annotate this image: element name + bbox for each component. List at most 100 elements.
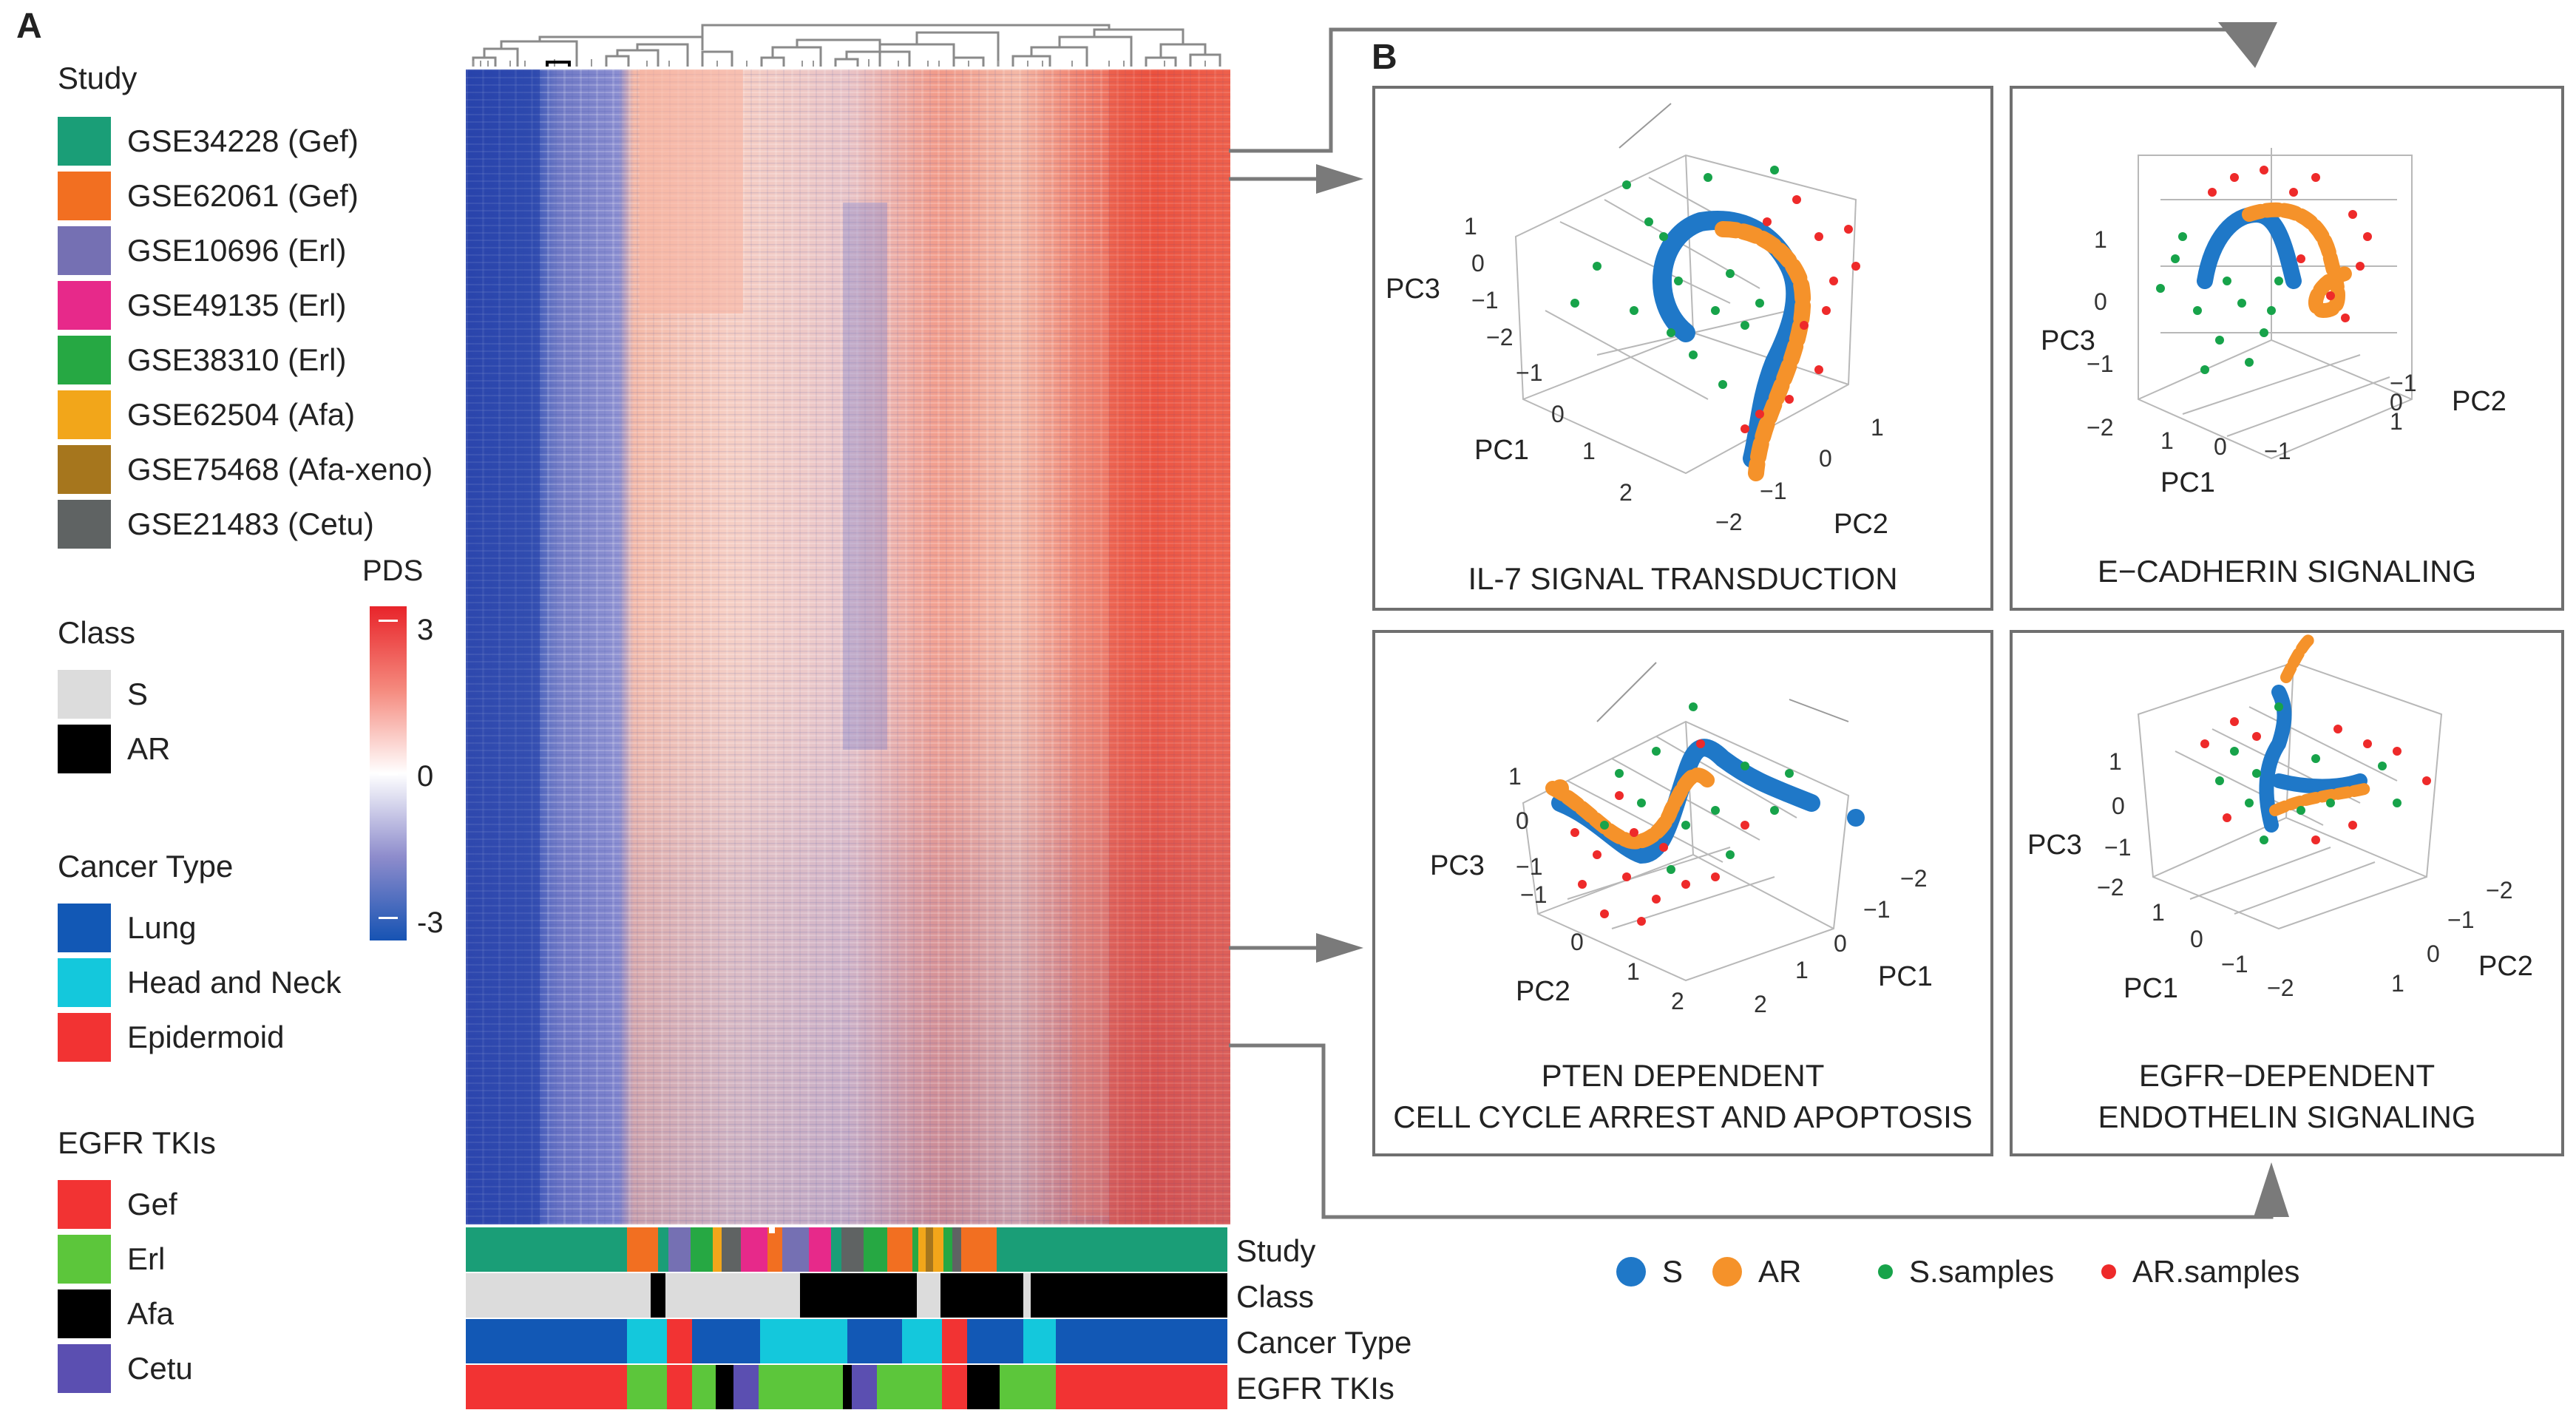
pca-plot-pten-z-tick: 0 [1516, 807, 1529, 834]
tki-legend-label: Gef [127, 1187, 177, 1221]
study-legend-swatch [58, 281, 111, 330]
study-legend-title: Study [58, 61, 138, 95]
study-legend-item: GSE49135 (Erl) [58, 281, 346, 330]
study-legend-swatch [58, 336, 111, 384]
tki-legend-label: Afa [127, 1296, 174, 1331]
pca-plot-pten-y-label: PC1 [1878, 961, 1933, 992]
pca-plot-ecadherin-x-label: PC1 [2160, 467, 2215, 498]
pca-plot-ecadherin-z-tick: −1 [2087, 350, 2114, 377]
tki-legend-swatch [58, 1289, 111, 1338]
pca-plot-ecadherin-x-tick: 0 [2214, 433, 2227, 460]
pca-plot-egfr-endothelin-y-tick: 0 [2427, 940, 2440, 967]
pca-plot-pten-y-tick: 1 [1795, 957, 1809, 983]
pca-plot-egfr-endothelin-z-tick: −1 [2104, 834, 2132, 861]
class-legend-title: Class [58, 615, 136, 650]
pca-plot-il7-x-label: PC1 [1474, 435, 1529, 466]
class-legend-swatch [58, 670, 111, 719]
pca-plot-il7-y-tick: −1 [1760, 478, 1787, 504]
pca-legend-item: S [1616, 1254, 1683, 1289]
pca-plot-egfr-endothelin-ar-samples [2200, 717, 2431, 844]
pca-plot-pten-s-curve [1545, 739, 1820, 864]
pca-legend-item: S.samples [1878, 1254, 2054, 1289]
pca-legend-label: AR [1758, 1254, 1802, 1289]
pca-legend-dot [1712, 1257, 1742, 1287]
pca-plot-pten-x-tick: 2 [1671, 988, 1684, 1014]
pca-plot-ecadherin-y-label: PC2 [2452, 386, 2506, 417]
pca-plot-egfr-endothelin-y-tick: −1 [2447, 906, 2475, 933]
pca-plot-il7-x-tick: 1 [1582, 438, 1596, 464]
colorbar-title: PDS [362, 555, 424, 587]
pca-plot-egfr-endothelin-x-tick: −2 [2267, 975, 2294, 1001]
study-legend-label: GSE49135 (Erl) [127, 288, 347, 322]
pca-plot-pten-y-tick: −1 [1863, 896, 1891, 923]
pca-plot-ecadherin-canvas [2138, 148, 2413, 460]
pca-plot-egfr-endothelin-x-tick: 0 [2190, 926, 2203, 952]
pca-legend-label: AR.samples [2132, 1254, 2300, 1289]
study-legend-label: GSE62061 (Gef) [127, 178, 359, 213]
pca-legend-dot [1616, 1257, 1646, 1287]
annotation-label-study: Study [1236, 1233, 1316, 1268]
pca-legend-dot [1878, 1264, 1893, 1279]
annotation-label-egfr-tkis: EGFR TKIs [1236, 1371, 1394, 1406]
annotation-bars [466, 1227, 1227, 1409]
study-legend-item: GSE62504 (Afa) [58, 390, 355, 439]
study-legend-label: GSE62504 (Afa) [127, 397, 356, 432]
pca-plot-ecadherin-z-tick: 1 [2094, 226, 2107, 253]
pca-plot-egfr-endothelin-y-label: PC2 [2478, 951, 2533, 982]
pca-plot-pten-x-tick: 1 [1627, 958, 1640, 985]
pca-legend-label: S.samples [1909, 1254, 2055, 1289]
pca-plot-egfr-endothelin-title-line1: EGFR−DEPENDENT [2138, 1058, 2436, 1093]
pca-legend-item: AR.samples [2101, 1254, 2299, 1289]
cancer-legend-swatch [58, 904, 111, 952]
pca-plot-il7-z-tick: 0 [1471, 250, 1485, 277]
cancer-legend-title: Cancer Type [58, 849, 234, 884]
pca-plot-pten-z-label: PC3 [1430, 850, 1485, 881]
pca-plot-egfr-endothelin-s-curve [2259, 634, 2373, 833]
pca-plot-il7-canvas [1514, 103, 1860, 481]
colorbar-mid-label: 0 [417, 760, 434, 793]
study-legend-item: GSE34228 (Gef) [58, 117, 359, 166]
colorbar-max-label: 3 [417, 614, 434, 646]
colorbar-tick-mid [379, 773, 398, 776]
study-legend-label: GSE21483 (Cetu) [127, 506, 374, 541]
pca-plot-egfr-endothelin-y-tick: 1 [2391, 970, 2404, 997]
study-legend-label: GSE10696 (Erl) [127, 233, 347, 268]
colorbar-tick-min [379, 917, 398, 919]
study-legend-swatch [58, 172, 111, 220]
panel-b-label: B [1372, 38, 1397, 77]
pca-plot-ecadherin-z-tick: 0 [2094, 288, 2107, 315]
pca-plot-il7-y-tick: 1 [1871, 414, 1884, 441]
study-legend-item: GSE21483 (Cetu) [58, 500, 374, 549]
pca-plot-ecadherin-z-label: PC3 [2041, 325, 2095, 356]
pca-plot-egfr-endothelin-title-line2: ENDOTHELIN SIGNALING [2098, 1099, 2476, 1134]
cancer-legend-label: Head and Neck [127, 965, 342, 1000]
colorbar-min-label: -3 [417, 906, 444, 939]
tki-legend-item: Erl [58, 1235, 165, 1284]
study-legend-swatch [58, 500, 111, 549]
pca-plot-il7-s-samples [1570, 166, 1779, 389]
pca-plot-egfr-endothelin-x-tick: 1 [2152, 899, 2165, 926]
pca-plot-pten: PC3 PC2 PC1 1 0 −1 −1 0 1 2 −2 −1 0 1 2 … [1372, 630, 1993, 1156]
study-legend-item: GSE38310 (Erl) [58, 336, 346, 384]
study-legend-label: GSE38310 (Erl) [127, 342, 347, 377]
study-legend-item: GSE10696 (Erl) [58, 226, 346, 275]
pds-heatmap [466, 70, 1230, 1224]
cancer-legend-item: Epidermoid [58, 1013, 284, 1062]
pca-plot-egfr-endothelin-x-label: PC1 [2123, 973, 2178, 1004]
pca-plot-egfr-endothelin-y-tick: −2 [2486, 877, 2513, 904]
pca-plot-il7-z-tick: −1 [1471, 287, 1499, 313]
pca-legend-label: S [1662, 1254, 1684, 1289]
pca-plot-egfr-endothelin-x-tick: −1 [2221, 951, 2248, 977]
annotation-label-cancer-type: Cancer Type [1236, 1325, 1412, 1360]
tki-legend-swatch [58, 1180, 111, 1229]
pca-plot-il7-s-curve [1653, 211, 1811, 481]
tki-legend-label: Erl [127, 1241, 166, 1276]
annotation-label-class: Class [1236, 1279, 1315, 1314]
pca-plot-il7-y-tick: 0 [1819, 445, 1832, 472]
pca-plot-il7-y-tick: −2 [1715, 509, 1743, 535]
study-legend-label: GSE34228 (Gef) [127, 123, 359, 158]
pca-plot-pten-z-tick: −1 [1516, 853, 1543, 880]
pca-plot-ecadherin-x-tick: 1 [2160, 427, 2174, 454]
cancer-legend-swatch [58, 1013, 111, 1062]
pca-plot-egfr-endothelin-z-tick: 0 [2112, 793, 2125, 819]
